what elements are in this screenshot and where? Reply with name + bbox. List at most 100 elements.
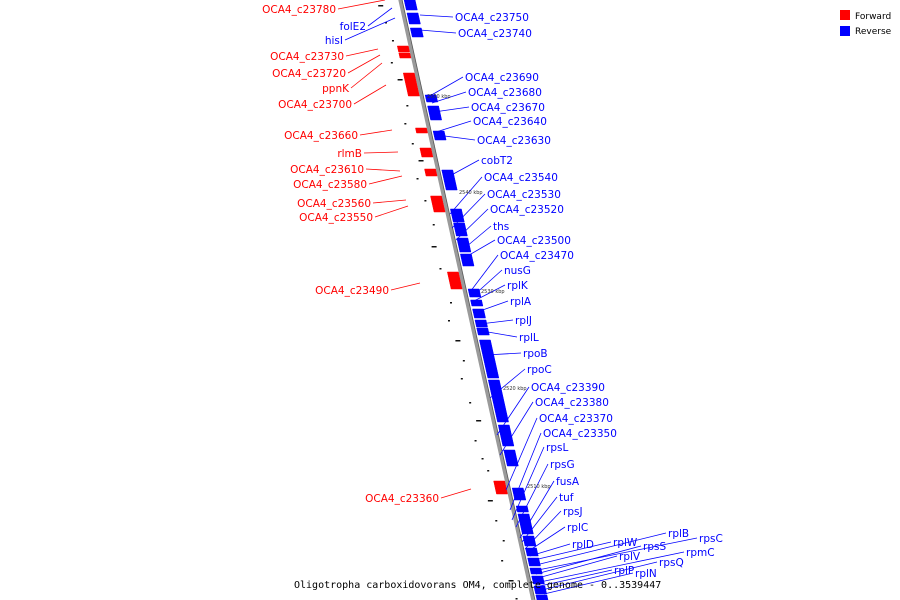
gene-label[interactable]: rlmB xyxy=(337,148,362,160)
gene-label[interactable]: fusA xyxy=(556,476,580,488)
gene-label[interactable]: tuf xyxy=(559,492,574,504)
reverse-gene-block[interactable] xyxy=(487,379,509,423)
leader-line xyxy=(345,48,379,57)
leader-line xyxy=(515,463,549,528)
gene-label[interactable]: OCA4_c23520 xyxy=(490,204,564,216)
gene-label[interactable]: OCA4_c23470 xyxy=(500,250,574,262)
gene-label[interactable]: rplN xyxy=(635,568,657,580)
gene-label[interactable]: OCA4_c23740 xyxy=(458,28,532,40)
reverse-gene-block[interactable] xyxy=(460,253,475,267)
gene-label[interactable]: OCA4_c23780 xyxy=(262,4,336,16)
leader-line xyxy=(368,175,403,185)
leader-line xyxy=(365,168,401,172)
gene-label[interactable]: rpoC xyxy=(527,364,552,376)
gene-label[interactable]: rplK xyxy=(507,280,529,292)
forward-gene-block[interactable] xyxy=(430,195,446,213)
forward-gene-block[interactable] xyxy=(424,168,438,177)
leader-line xyxy=(489,368,526,399)
gene-label[interactable]: OCA4_c23580 xyxy=(293,179,367,191)
tick-label: 2530 kbp xyxy=(481,289,505,295)
reverse-gene-block[interactable] xyxy=(535,594,549,600)
gene-label[interactable]: OCA4_c23690 xyxy=(465,72,539,84)
gene-label[interactable]: rpoB xyxy=(523,348,548,360)
forward-gene-block[interactable] xyxy=(447,271,463,290)
gene-label[interactable]: OCA4_c23630 xyxy=(477,135,551,147)
reverse-gene-block[interactable] xyxy=(503,449,519,467)
reverse-gene-block[interactable] xyxy=(517,513,534,535)
reverse-gene-block[interactable] xyxy=(453,222,468,237)
reverse-gene-block[interactable] xyxy=(456,237,472,253)
gene-label[interactable]: rplA xyxy=(510,296,532,308)
gene-label[interactable]: OCA4_c23540 xyxy=(484,172,558,184)
leader-line xyxy=(451,193,486,229)
position-marker xyxy=(447,320,450,322)
gene-label[interactable]: OCA4_c23560 xyxy=(297,198,371,210)
gene-label[interactable]: OCA4_c23360 xyxy=(365,493,439,505)
forward-gene-block[interactable] xyxy=(398,52,412,59)
gene-label[interactable]: rpmC xyxy=(686,547,715,559)
gene-label[interactable]: rplD xyxy=(572,539,594,551)
leader-line xyxy=(535,532,667,566)
gene-label[interactable]: OCA4_c23370 xyxy=(539,413,613,425)
gene-label[interactable]: OCA4_c23730 xyxy=(270,51,344,63)
gene-label[interactable]: rpsG xyxy=(550,459,575,471)
gene-label[interactable]: rplC xyxy=(567,522,588,534)
forward-gene-block[interactable] xyxy=(402,72,420,97)
gene-label[interactable]: OCA4_c23530 xyxy=(487,189,561,201)
gene-label[interactable]: rplL xyxy=(519,332,539,344)
forward-gene-block[interactable] xyxy=(396,45,410,53)
gene-label[interactable]: OCA4_c23610 xyxy=(290,164,364,176)
gene-label[interactable]: ppnK xyxy=(322,83,350,95)
gene-label[interactable]: OCA4_c23660 xyxy=(284,130,358,142)
legend-reverse-swatch xyxy=(840,26,850,36)
reverse-gene-block[interactable] xyxy=(441,169,458,191)
gene-label[interactable]: ths xyxy=(493,221,509,233)
gene-label[interactable]: rplJ xyxy=(515,315,532,327)
gene-label[interactable]: OCA4_c23490 xyxy=(315,285,389,297)
gene-label[interactable]: OCA4_c23700 xyxy=(278,99,352,111)
gene-label[interactable]: cobT2 xyxy=(481,155,513,167)
gene-label[interactable]: rpsJ xyxy=(563,506,583,518)
gene-label[interactable]: rplV xyxy=(619,551,641,563)
forward-gene-block[interactable] xyxy=(419,147,434,158)
gene-label[interactable]: rpsL xyxy=(546,442,568,454)
leader-line xyxy=(344,17,396,41)
leader-line xyxy=(374,205,409,218)
tick-label: 2550 kbp xyxy=(427,94,451,100)
gene-label[interactable]: OCA4_c23680 xyxy=(468,87,542,99)
forward-gene-block[interactable] xyxy=(493,480,508,495)
reverse-gene-block[interactable] xyxy=(497,424,515,447)
gene-label[interactable]: rpsS xyxy=(643,541,666,553)
gene-label[interactable]: OCA4_c23380 xyxy=(535,397,609,409)
gene-label[interactable]: OCA4_c23550 xyxy=(299,212,373,224)
gene-label[interactable]: hisI xyxy=(325,35,343,47)
gene-label[interactable]: rpsC xyxy=(699,533,723,545)
gene-label[interactable]: folE2 xyxy=(340,21,366,33)
leader-line xyxy=(435,120,472,133)
reverse-gene-block[interactable] xyxy=(409,27,424,38)
gene-label[interactable]: OCA4_c23750 xyxy=(455,12,529,24)
reverse-gene-block[interactable] xyxy=(427,105,442,121)
gene-label[interactable]: OCA4_c23500 xyxy=(497,235,571,247)
gene-label[interactable]: rpsQ xyxy=(659,557,684,569)
gene-label[interactable]: OCA4_c23640 xyxy=(473,116,547,128)
gene-label[interactable]: OCA4_c23390 xyxy=(531,382,605,394)
gene-label[interactable]: rplP xyxy=(614,565,634,577)
reverse-gene-block[interactable] xyxy=(403,0,418,11)
gene-label[interactable]: OCA4_c23670 xyxy=(471,102,545,114)
gene-label[interactable]: OCA4_c23350 xyxy=(543,428,617,440)
reverse-gene-block[interactable] xyxy=(406,12,421,25)
reverse-gene-block[interactable] xyxy=(479,339,500,379)
gene-label[interactable]: OCA4_c23720 xyxy=(272,68,346,80)
reverse-gene-block[interactable] xyxy=(472,308,486,319)
gene-label[interactable]: rplB xyxy=(668,528,689,540)
reverse-gene-block[interactable] xyxy=(515,505,529,513)
gene-label[interactable]: nusG xyxy=(504,265,531,277)
leader-line xyxy=(445,159,480,179)
label-leader-lines xyxy=(337,0,698,595)
reverse-gene-block[interactable] xyxy=(470,299,484,307)
forward-gene-block[interactable] xyxy=(415,127,428,134)
reverse-gene-block[interactable] xyxy=(527,557,541,567)
leader-line xyxy=(455,208,489,241)
gene-label[interactable]: rplW xyxy=(613,537,638,549)
